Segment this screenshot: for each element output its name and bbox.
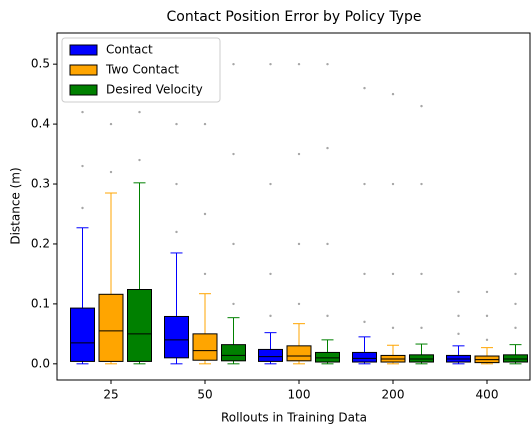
flier bbox=[363, 272, 366, 276]
legend-swatch bbox=[69, 64, 98, 76]
box bbox=[409, 354, 434, 363]
box bbox=[98, 293, 124, 362]
flier bbox=[420, 104, 423, 108]
flier bbox=[81, 110, 84, 114]
flier bbox=[109, 122, 113, 126]
box bbox=[221, 344, 246, 362]
box bbox=[164, 315, 189, 359]
flier bbox=[175, 122, 178, 126]
x-tick-label: 400 bbox=[476, 388, 499, 402]
flier bbox=[326, 62, 329, 66]
flier bbox=[81, 206, 84, 210]
box bbox=[127, 289, 152, 362]
flier bbox=[514, 272, 517, 276]
flier bbox=[457, 290, 460, 294]
x-axis-label: Rollouts in Training Data bbox=[221, 411, 367, 425]
flier bbox=[363, 320, 366, 324]
y-tick-label: 0.2 bbox=[31, 236, 50, 250]
flier bbox=[363, 86, 366, 90]
legend-frame bbox=[61, 37, 221, 103]
box bbox=[503, 354, 528, 363]
legend-label: Two Contact bbox=[105, 63, 179, 77]
y-tick-label: 0.0 bbox=[31, 356, 50, 370]
flier bbox=[457, 314, 460, 318]
flier bbox=[232, 152, 235, 156]
flier bbox=[391, 272, 395, 276]
y-axis-label: Distance (m) bbox=[9, 167, 23, 244]
flier bbox=[269, 272, 272, 276]
flier bbox=[269, 182, 272, 186]
plot-frame bbox=[56, 32, 531, 381]
box bbox=[70, 307, 95, 362]
flier bbox=[485, 290, 489, 294]
flier bbox=[297, 62, 301, 66]
flier bbox=[485, 338, 489, 342]
flier bbox=[138, 110, 141, 114]
flier bbox=[109, 170, 113, 174]
flier bbox=[232, 62, 235, 66]
chart-title: Contact Position Error by Policy Type bbox=[167, 9, 422, 25]
x-tick-label: 100 bbox=[288, 388, 311, 402]
flier bbox=[203, 272, 207, 276]
y-tick-label: 0.5 bbox=[31, 57, 50, 71]
x-tick-label: 200 bbox=[382, 388, 405, 402]
flier bbox=[232, 302, 235, 306]
flier bbox=[232, 242, 235, 246]
box bbox=[192, 333, 218, 361]
box bbox=[286, 345, 312, 362]
flier bbox=[420, 326, 423, 330]
flier bbox=[269, 62, 272, 66]
flier bbox=[81, 164, 84, 168]
flier bbox=[363, 182, 366, 186]
y-tick-label: 0.3 bbox=[31, 177, 50, 191]
flier bbox=[514, 302, 517, 306]
flier bbox=[203, 212, 207, 216]
flier bbox=[391, 182, 395, 186]
box bbox=[352, 351, 377, 363]
legend-swatch bbox=[69, 84, 98, 96]
flier bbox=[175, 182, 178, 186]
flier bbox=[326, 146, 329, 150]
y-tick-label: 0.4 bbox=[31, 117, 50, 131]
flier bbox=[326, 242, 329, 246]
flier bbox=[326, 314, 329, 318]
flier bbox=[420, 182, 423, 186]
x-tick-label: 50 bbox=[197, 388, 212, 402]
flier bbox=[391, 326, 395, 330]
flier bbox=[297, 302, 301, 306]
flier bbox=[203, 122, 207, 126]
flier bbox=[175, 230, 178, 234]
legend-swatch bbox=[69, 44, 98, 56]
flier bbox=[297, 152, 301, 156]
legend-label: Contact bbox=[106, 43, 153, 57]
flier bbox=[138, 158, 141, 162]
box bbox=[258, 348, 283, 362]
flier bbox=[420, 272, 423, 276]
flier bbox=[269, 314, 272, 318]
x-tick-label: 25 bbox=[103, 388, 118, 402]
box bbox=[315, 351, 340, 363]
flier bbox=[457, 332, 460, 336]
y-tick-label: 0.1 bbox=[31, 296, 50, 310]
flier bbox=[485, 314, 489, 318]
flier bbox=[297, 242, 301, 246]
flier bbox=[514, 326, 517, 330]
flier bbox=[391, 92, 395, 96]
legend-label: Desired Velocity bbox=[106, 83, 203, 97]
